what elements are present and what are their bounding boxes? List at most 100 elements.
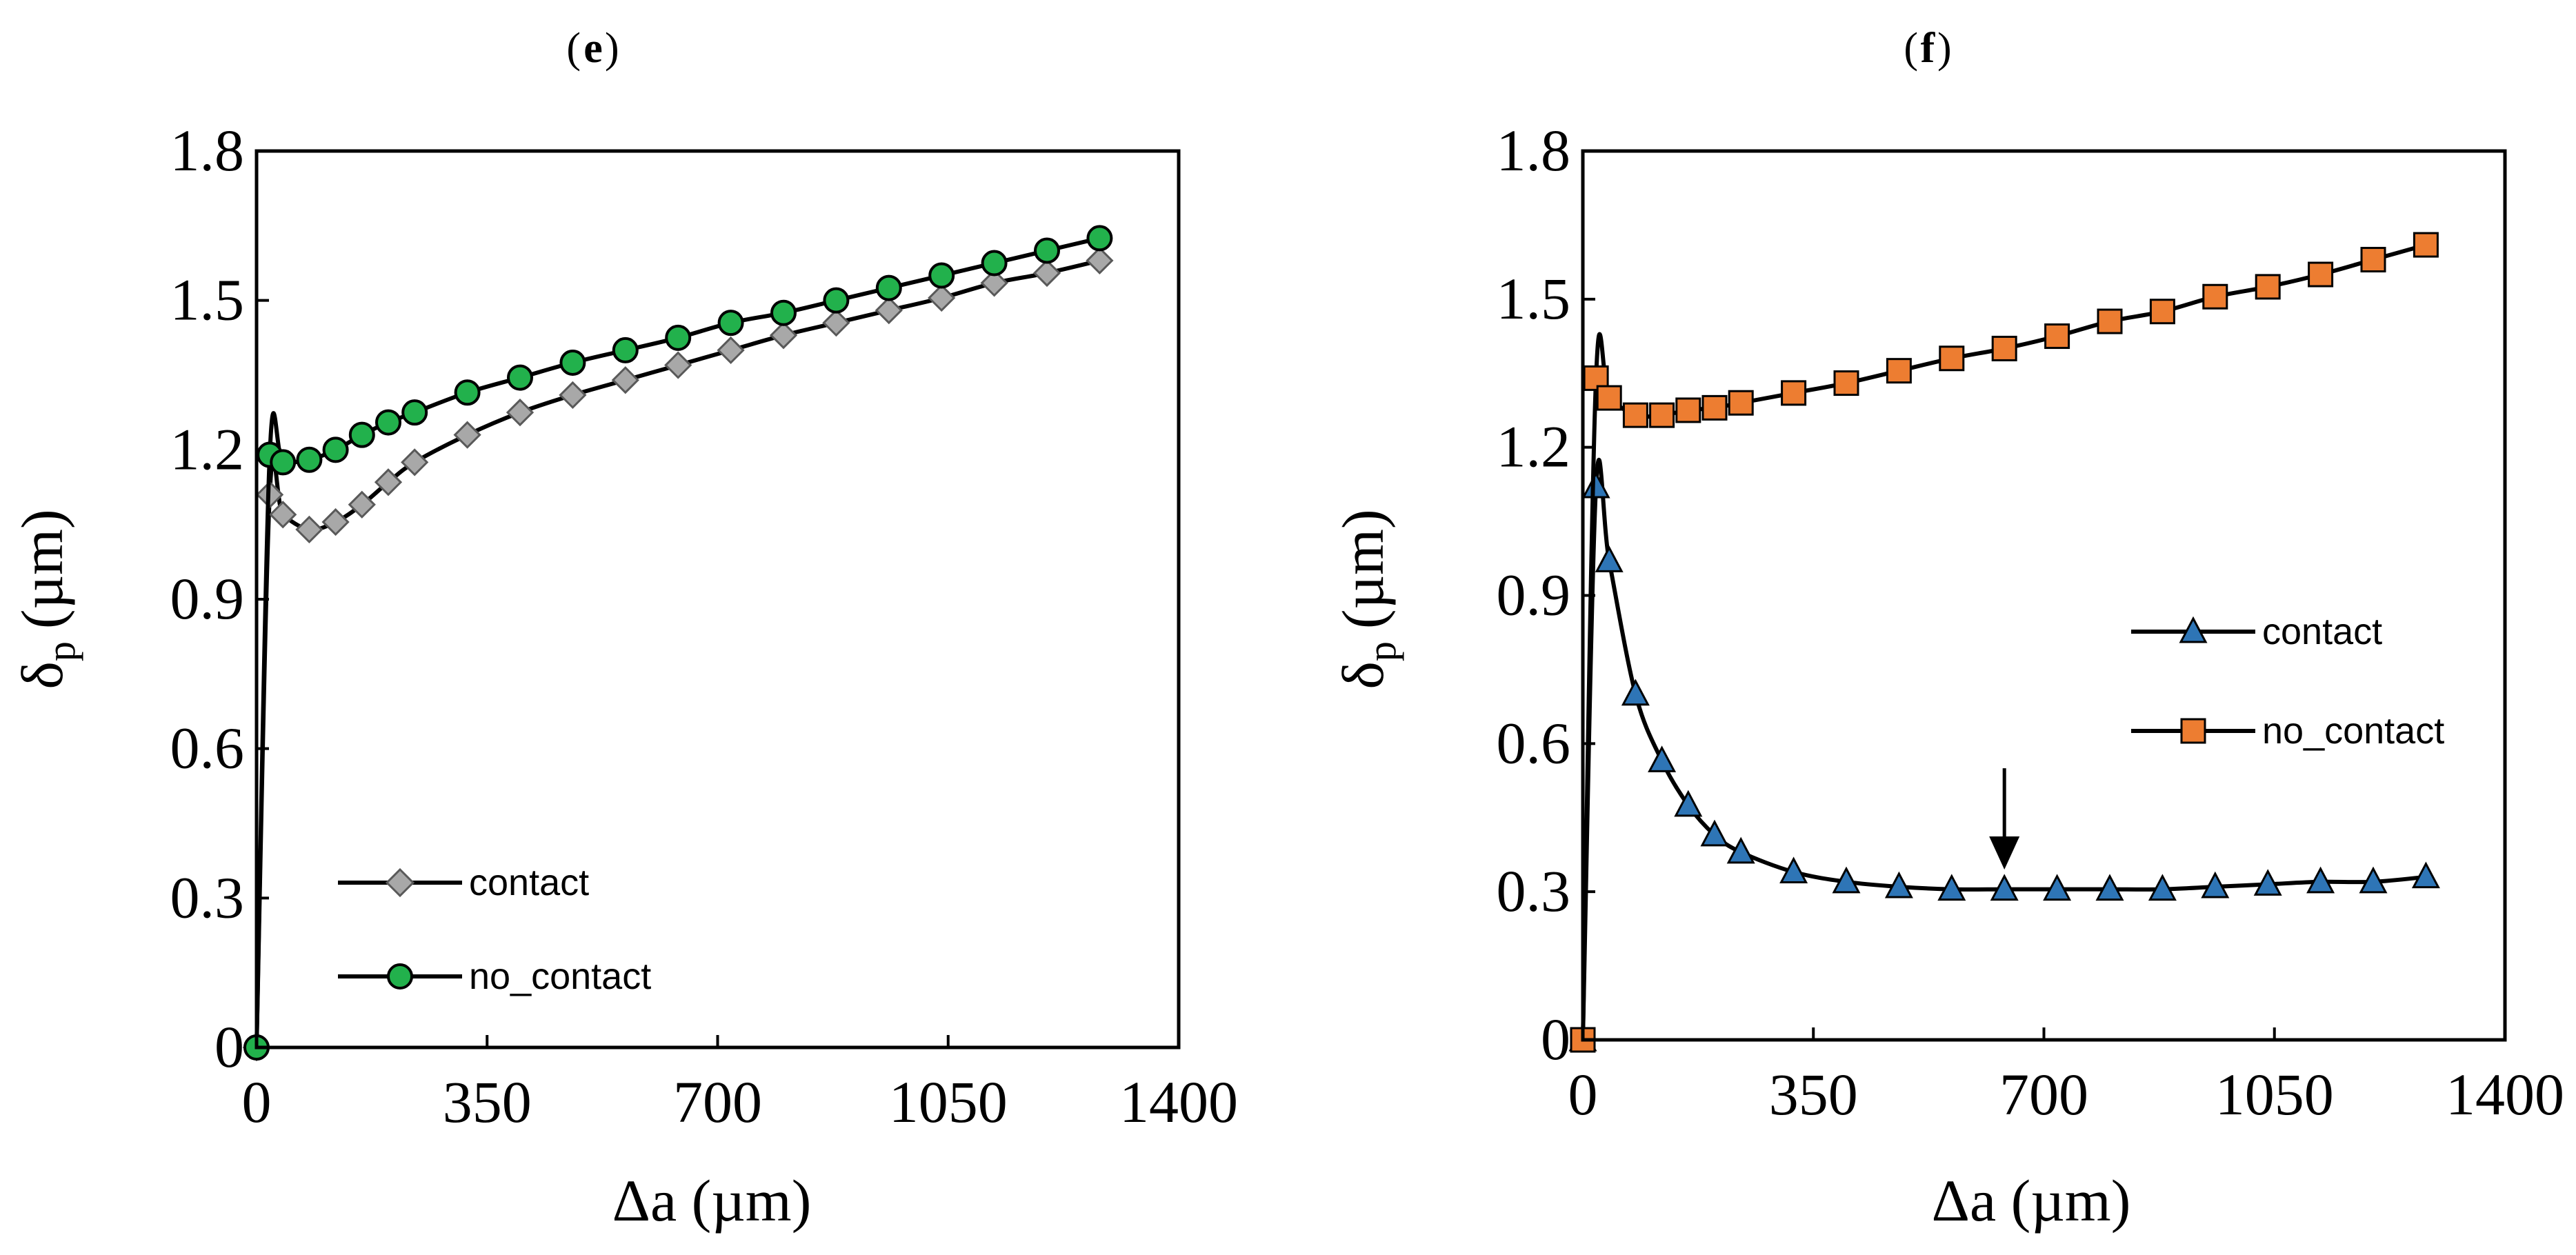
panel-f-label: f [1921,25,1936,72]
data-point-no-contact [1596,385,1622,411]
y-tick-label: 0.9 [1497,562,1571,628]
data-point-no-contact [2360,247,2386,273]
data-point-contact [1674,790,1703,817]
y-tick-label: 1.2 [1497,414,1571,480]
data-point-no-contact [507,364,533,391]
data-point-contact [1832,866,1861,894]
data-point-contact [295,515,323,544]
data-point-no-contact [1622,402,1648,428]
y-axis-title-subscript: p [39,641,83,661]
data-point-contact [928,283,956,312]
data-point-no-contact [823,287,850,314]
data-point-no-contact [2413,232,2439,258]
data-point-no-contact [2308,261,2334,288]
x-axis-title: Δa (µm) [612,1167,812,1234]
data-point-contact [1990,874,2019,901]
data-point-contact [401,448,429,476]
data-point-no-contact [2044,323,2070,350]
data-point-contact [1884,871,1913,898]
x-axis-ticks: 0 350 700 1050 1400 [242,1035,1238,1135]
data-point-contact [1581,471,1610,499]
legend-marker-contact [385,867,415,898]
panel-e-paren-close: ) [605,25,619,72]
data-point-no-contact [270,449,297,476]
data-point-contact [717,336,745,365]
data-point-contact [2148,874,2177,901]
data-point-contact [506,399,535,427]
panel-e-label: e [583,25,603,72]
x-axis-title: Δa (µm) [1932,1167,2131,1234]
y-axis-ticks: 0 0.3 0.6 0.9 1.2 1.5 1.8 [170,117,269,1080]
data-point-no-contact [1086,225,1113,252]
data-point-contact [2201,871,2230,898]
data-point-no-contact [1675,397,1701,423]
y-tick-label: 1.8 [170,117,245,183]
legend-marker-contact [2179,616,2208,643]
plot-area-frame [254,149,1181,1050]
data-point-no-contact [1781,380,1807,406]
data-point-no-contact [322,436,349,463]
data-point-contact [2095,874,2124,901]
y-axis-title: δp (µm) [9,509,83,689]
y-tick-label: 0.3 [1497,858,1571,924]
panel-f-paren-open: ( [1904,25,1918,72]
x-tick-label: 350 [1769,1061,1858,1127]
data-point-no-contact [770,299,797,326]
data-point-contact [2359,866,2388,894]
data-point-no-contact [1833,370,1859,396]
y-tick-label: 1.5 [170,267,245,333]
data-point-no-contact [1649,402,1675,428]
data-point-contact [1937,874,1966,901]
x-tick-label: 1400 [1119,1069,1238,1135]
data-point-no-contact [2097,308,2123,334]
data-point-contact [1621,679,1650,706]
data-point-contact [559,381,587,410]
data-point-no-contact [1939,345,1965,372]
legend-marker-no-contact [387,963,413,990]
legend: contact no_contact [338,862,651,997]
data-point-no-contact [1701,394,1728,421]
data-point-contact [1779,856,1808,884]
data-point-contact [348,490,376,519]
data-point-contact [2043,874,2072,901]
data-point-contact [2253,869,2282,896]
data-point-no-contact [665,324,692,351]
data-point-no-contact [2149,299,2175,325]
data-point-contact [2306,866,2335,894]
data-point-contact [374,468,403,496]
y-tick-label: 0.6 [1497,710,1571,776]
data-point-contact [1032,259,1061,288]
data-point-no-contact [375,409,401,436]
data-point-contact [269,501,297,529]
data-point-contact [453,421,481,449]
y-tick-label: 0.3 [170,864,245,930]
y-tick-label: 1.2 [170,416,245,482]
data-point-no-contact [401,399,428,426]
x-tick-label: 0 [242,1069,272,1135]
legend-label-contact: contact [2262,611,2382,652]
annotation-arrow-head [1989,836,2020,870]
y-axis-title: δp (µm) [1330,509,1404,689]
data-point-contact [321,508,350,536]
data-point-no-contact [612,337,639,363]
data-point-no-contact [928,262,955,289]
legend-marker-no-contact [2180,718,2206,744]
series-layer [242,225,1114,1062]
y-axis-ticks: 0 0.3 0.6 0.9 1.2 1.5 1.8 [1497,117,1595,1072]
x-tick-label: 350 [443,1069,532,1135]
panel-e-paren-open: ( [566,25,581,72]
data-point-no-contact [1991,335,2017,361]
legend-label-no-contact: no_contact [469,956,651,997]
legend-label-contact: contact [469,862,589,903]
y-tick-label: 0 [1541,1006,1570,1072]
data-point-no-contact [1034,237,1060,264]
data-point-contact [664,351,692,379]
data-point-contact [980,269,1008,297]
data-point-no-contact [2255,274,2281,300]
y-axis-title-unit: (µm) [9,509,75,629]
data-point-no-contact [559,349,586,376]
x-tick-label: 0 [1568,1061,1598,1127]
series-layer [1568,232,2440,1053]
legend-label-no-contact: no_contact [2262,710,2444,752]
